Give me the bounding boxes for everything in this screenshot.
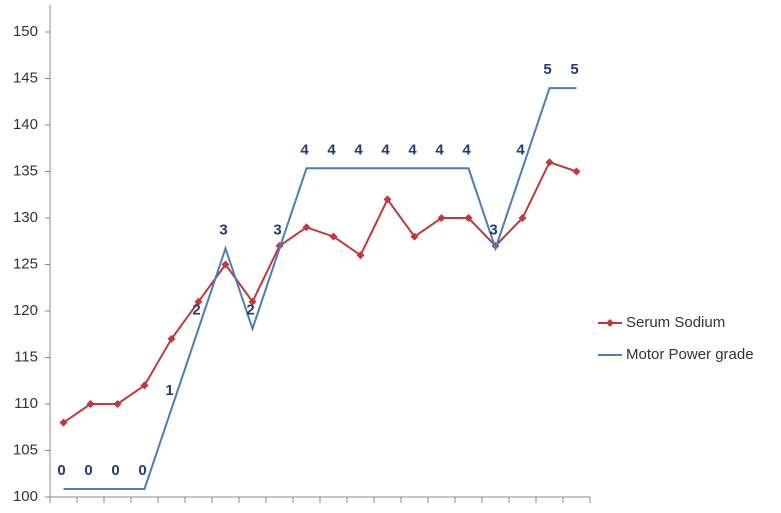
marker [302,223,311,232]
legend-label: Serum Sodium [626,314,725,331]
y-tick-label: 115 [14,348,38,365]
data-label: 4 [408,141,417,158]
legend-marker [606,319,614,327]
y-tick-label: 105 [13,441,38,458]
data-label: 4 [300,141,309,158]
marker [113,400,122,408]
data-label: 0 [138,462,146,479]
data-label: 0 [84,462,92,479]
marker [194,297,203,306]
marker [329,232,338,241]
marker [86,400,95,408]
data-label: 3 [273,221,281,238]
marker [221,260,230,269]
data-label: 5 [543,61,551,78]
marker [410,232,419,241]
data-label: 0 [57,462,65,479]
y-tick-label: 110 [14,395,38,412]
data-label: 4 [327,141,336,158]
marker [140,381,149,390]
data-label: 4 [381,141,390,158]
data-label: 4 [435,141,444,158]
series-line [63,87,577,490]
marker [383,195,392,204]
y-tick-label: 145 [13,69,38,86]
data-label: 3 [219,221,227,238]
marker [572,167,581,176]
y-tick-label: 130 [13,209,38,226]
marker [464,214,473,222]
data-label: 1 [165,382,173,399]
series-line [62,160,577,424]
marker [545,158,554,167]
data-label: 0 [111,462,119,479]
data-label: 3 [489,221,497,238]
marker [59,418,68,427]
y-tick-label: 150 [13,23,38,40]
y-tick-label: 100 [13,488,38,505]
marker [518,214,527,222]
data-label: 2 [246,302,254,319]
y-tick-label: 120 [13,302,38,319]
data-label: 5 [570,61,578,78]
marker [437,214,446,222]
legend-label: Motor Power grade [626,346,754,363]
y-tick-label: 140 [13,116,38,133]
data-label: 2 [192,302,200,319]
data-label: 4 [516,141,525,158]
marker [167,334,176,343]
y-tick-label: 125 [13,255,38,272]
data-label: 4 [462,141,471,158]
y-tick-label: 135 [13,162,38,179]
data-label: 4 [354,141,363,158]
marker [356,251,365,260]
marker [248,297,257,306]
